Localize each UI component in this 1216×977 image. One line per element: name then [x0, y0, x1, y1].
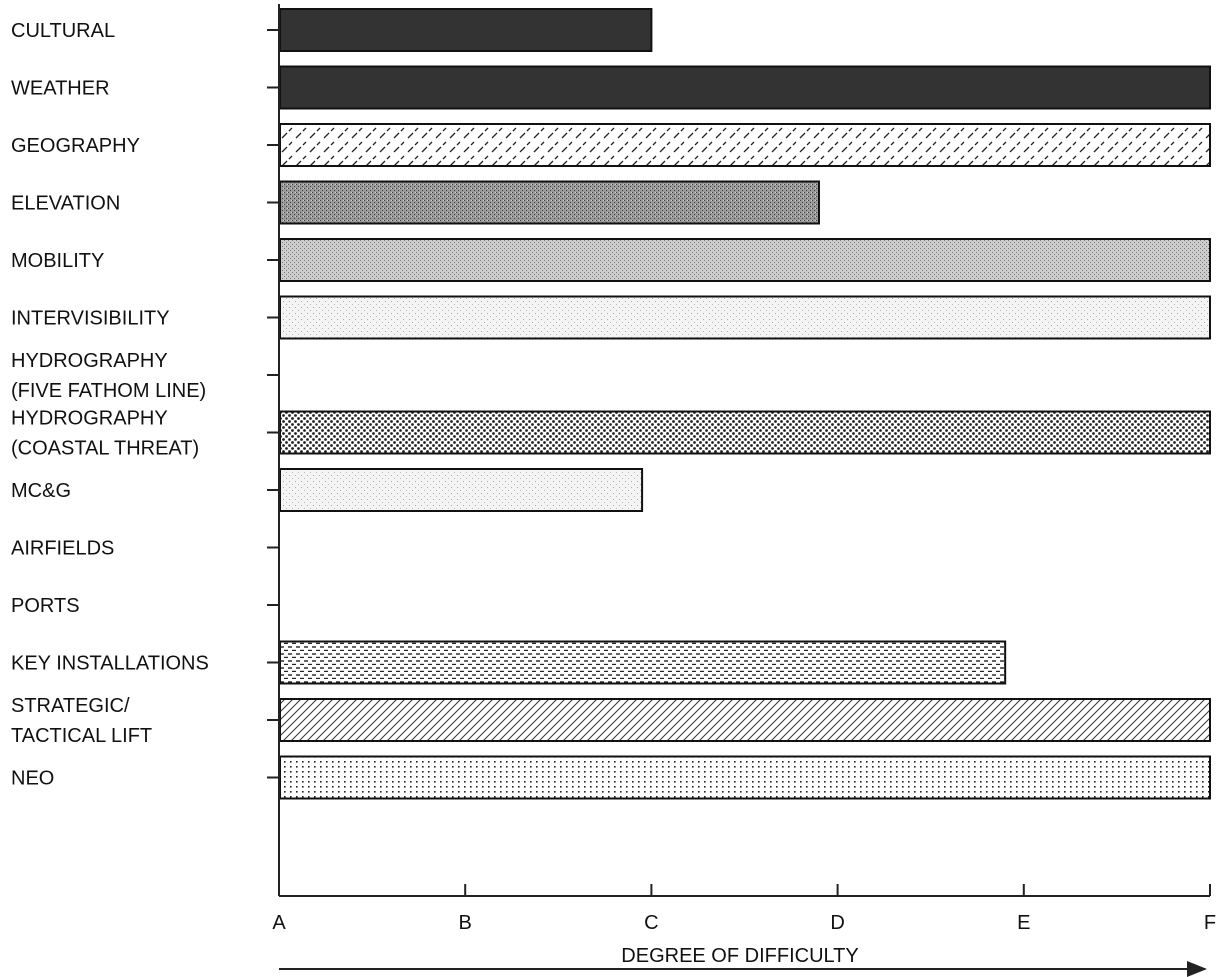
category-label-elevation: ELEVATION	[11, 193, 120, 215]
x-axis-title: DEGREE OF DIFFICULTY	[621, 945, 858, 967]
bar-intervisibility	[279, 295, 1211, 340]
x-tick-label-e: E	[1017, 912, 1030, 934]
category-label-weather: WEATHER	[11, 78, 110, 100]
bar-weather	[279, 65, 1211, 110]
category-label-airfields: AIRFIELDS	[11, 538, 114, 560]
bar-elevation	[279, 180, 820, 225]
bar-geography	[279, 123, 1211, 167]
category-label-mobility: MOBILITY	[11, 250, 104, 272]
x-tick-label-f: F	[1204, 912, 1216, 934]
x-tick-label-a: A	[272, 912, 286, 934]
category-label-mc-g: MC&G	[11, 480, 71, 502]
category-label-key-installations: KEY INSTALLATIONS	[11, 653, 209, 675]
x-tick-label-c: C	[644, 912, 658, 934]
category-label-hydrography-coastal-threat: HYDROGRAPHY (COASTAL THREAT)	[11, 408, 199, 460]
category-label-intervisibility: INTERVISIBILITY	[11, 308, 170, 330]
category-label-ports: PORTS	[11, 595, 80, 617]
x-tick-label-b: B	[459, 912, 472, 934]
bar-key-installations	[279, 640, 1007, 685]
bar-mc-g	[279, 468, 644, 512]
bar-neo	[279, 755, 1211, 800]
bar-strategic-tactical-lift	[279, 698, 1211, 742]
category-label-cultural: CULTURAL	[11, 20, 115, 42]
category-label-hydrography-five-fathom-line: HYDROGRAPHY (FIVE FATHOM LINE)	[11, 350, 206, 402]
category-label-neo: NEO	[11, 768, 54, 790]
x-tick-label-d: D	[830, 912, 844, 934]
category-label-geography: GEOGRAPHY	[11, 135, 140, 157]
bar-mobility	[279, 238, 1211, 282]
category-label-strategic-tactical-lift: STRATEGIC/TACTICAL LIFT	[11, 695, 152, 747]
bar-cultural	[279, 8, 653, 52]
bar-hydrography-coastal-threat	[279, 410, 1211, 455]
